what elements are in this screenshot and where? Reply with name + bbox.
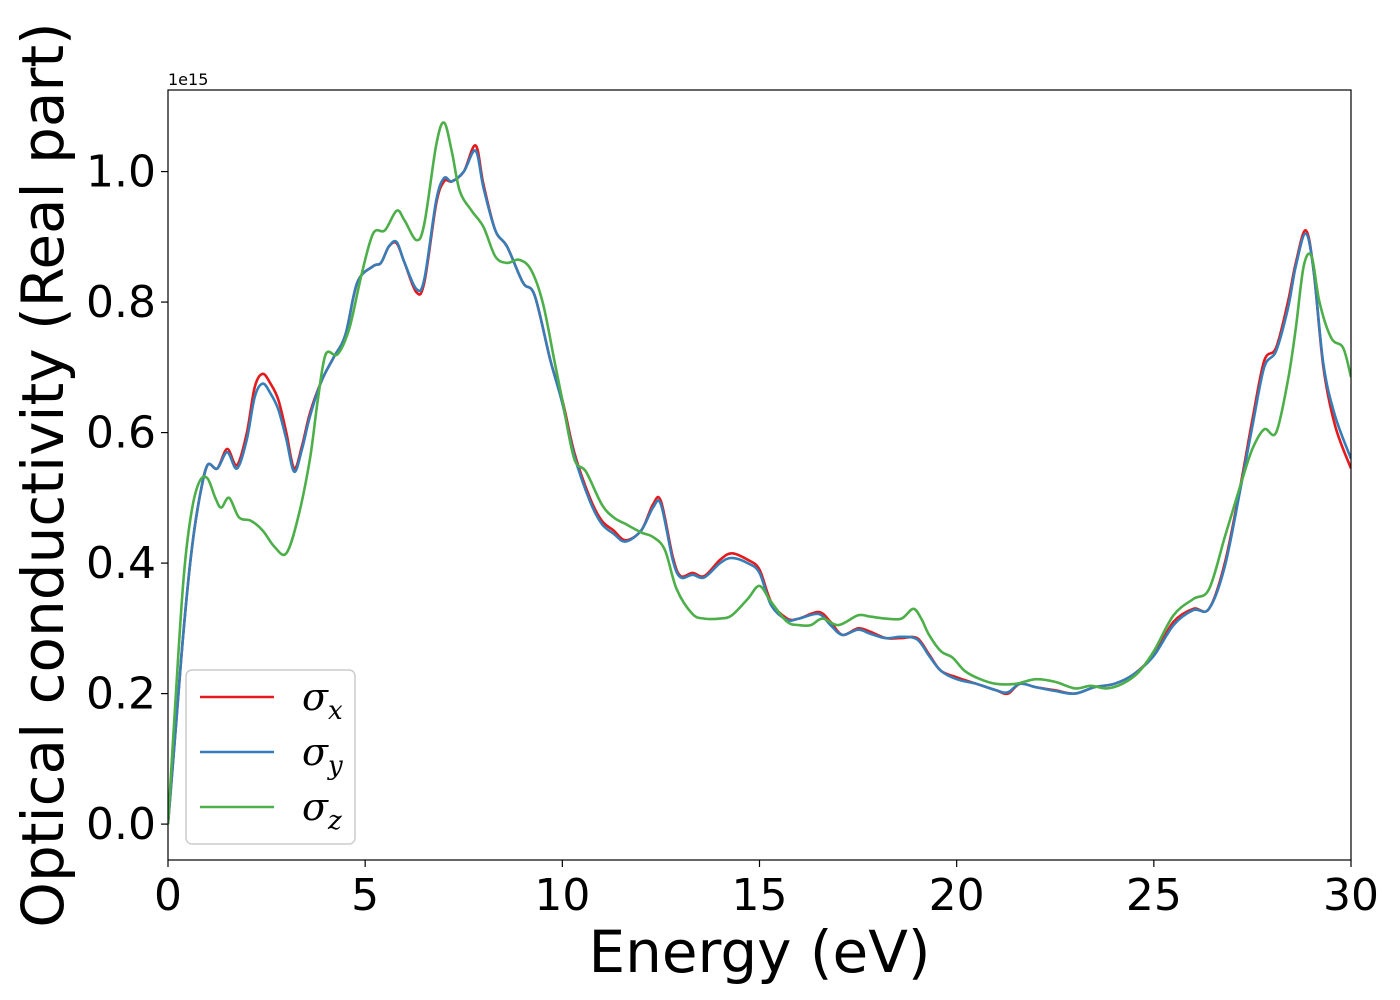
y-tick-label: 1.0 (86, 147, 156, 198)
x-tick-label: 15 (732, 870, 788, 921)
series-line-y (168, 149, 1351, 825)
legend-box (185, 669, 356, 845)
x-tick-label: 10 (534, 870, 590, 921)
x-axis-title: Energy (eV) (588, 918, 930, 986)
y-axis-title: Optical conductivity (Real part) (9, 22, 77, 927)
y-offset-label: 1e15 (168, 70, 208, 89)
y-tick-label: 0.8 (86, 277, 156, 328)
y-tick-label: 0.2 (86, 669, 156, 720)
x-tick-label: 25 (1126, 870, 1182, 921)
legend-label-x: σx (302, 675, 343, 726)
y-tick-label: 0.6 (86, 408, 156, 459)
x-tick-label: 20 (929, 870, 985, 921)
series-line-z (168, 121, 1351, 825)
y-tick-label: 0.0 (86, 799, 156, 850)
x-tick-label: 5 (351, 870, 379, 921)
series-layer (168, 121, 1351, 825)
y-tick-label: 0.4 (86, 538, 156, 589)
x-axis: 0 5 10 15 20 25 30 (154, 860, 1379, 921)
x-tick-label: 30 (1323, 870, 1379, 921)
x-tick-label: 0 (154, 870, 182, 921)
y-axis: 0.0 0.2 0.4 0.6 0.8 1.0 (86, 147, 168, 850)
